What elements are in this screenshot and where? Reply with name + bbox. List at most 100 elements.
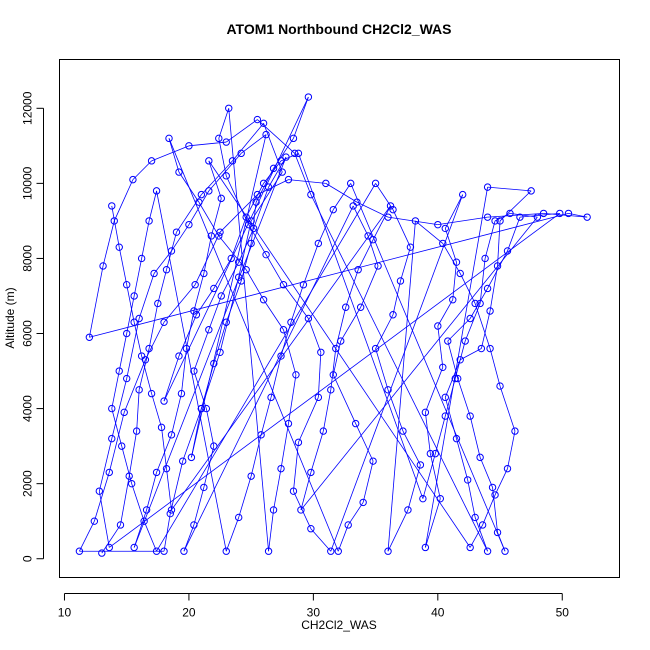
series-segment [240,243,252,282]
series-segment [457,378,471,417]
data-point [452,258,461,266]
data-point [304,314,313,323]
series-segment [474,303,491,349]
series-segment [218,108,230,139]
data-point [152,547,161,555]
data-point [289,134,298,143]
data-point [123,281,131,289]
series-lines [79,96,588,554]
data-point [416,461,425,469]
data-point [130,318,138,326]
y-tick-label: 0 [21,555,35,562]
series-segment [113,179,134,222]
data-point [483,183,492,191]
series-segment [126,295,135,334]
data-point [307,468,315,477]
data-point [182,344,191,353]
data-point [436,494,444,503]
data-point [105,468,113,477]
series-segment [345,269,359,308]
data-point [441,224,449,233]
data-point [152,468,161,477]
series-segment [263,160,282,184]
series-segment [228,108,269,552]
data-point [147,389,156,398]
data-point [192,311,201,319]
series-segment [387,216,438,226]
data-point [175,352,183,360]
data-point [307,525,315,533]
data-point [167,431,176,439]
data-point [314,239,323,248]
series-segment [437,325,444,368]
series-segment [469,524,483,548]
series-segment [387,509,409,552]
data-point [215,134,223,143]
series-segment [111,370,120,409]
series-segment [293,442,299,492]
series-segment [375,183,394,210]
data-point [127,479,136,488]
data-point [257,431,265,439]
series-segment [487,212,544,218]
series-segment [456,438,469,481]
series-segment [178,314,197,357]
series-segment [120,476,130,526]
x-tick-label: 40 [431,606,445,620]
data-point [222,138,230,146]
data-point [191,281,199,289]
data-point [354,266,362,274]
data-point [162,464,171,473]
series-segment [118,333,128,372]
series-segment [454,340,466,379]
series-segment [499,385,516,432]
series-segment [325,183,358,203]
data-point [284,419,293,428]
series-segment [494,468,508,496]
series-segment [317,352,322,398]
series-segment [163,355,180,402]
data-point [75,547,84,555]
series-segment [102,220,115,267]
series-segment [424,187,488,548]
series-segment [350,183,506,552]
series-segment [193,487,205,526]
series-segment [145,322,165,360]
series-segment [460,348,482,361]
data-point [434,322,442,330]
series-segment [93,472,110,522]
series-segment [188,190,210,225]
data-point [253,190,262,199]
series-segment [161,427,167,469]
series-segment [294,153,312,195]
series-segment [300,216,538,511]
series-segment [210,198,222,237]
data-point [356,303,365,311]
series-segment [415,220,444,244]
series-segment [156,190,227,552]
data-point [481,254,489,263]
data-point [583,213,591,221]
series-segment [434,415,446,454]
series-segment [424,412,431,454]
data-point [329,371,337,379]
data-point [337,337,345,345]
series-segment [464,303,481,342]
series-segment [392,209,411,248]
series-segment [156,434,172,473]
data-point [478,521,487,529]
x-tick-label: 10 [58,606,72,620]
series-segment [273,468,282,511]
data-point [501,547,509,555]
data-point [371,179,380,188]
series-segment [131,483,145,522]
series-segment [176,194,202,233]
series-segment [352,205,369,237]
data-point [399,427,407,435]
data-point [264,547,273,555]
data-point [332,344,340,353]
data-point [503,247,512,255]
data-point [142,506,151,514]
series-segment [293,490,312,529]
series-segment [479,258,486,304]
